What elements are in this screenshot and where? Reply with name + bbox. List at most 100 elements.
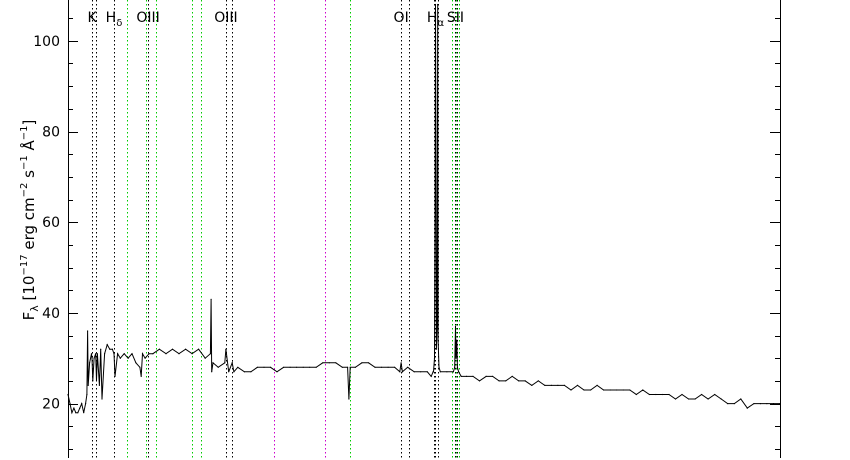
data-point (681, 393, 683, 396)
data-point (668, 393, 670, 396)
data-point (71, 412, 73, 414)
axes (68, 0, 781, 458)
reference-lines (92, 0, 460, 458)
data-point (100, 348, 102, 350)
data-point (322, 362, 324, 364)
data-point (87, 384, 89, 386)
line-label: K (87, 10, 97, 26)
data-point (98, 384, 100, 386)
data-point (472, 375, 474, 377)
data-point (399, 371, 401, 373)
y-ticks: 20 40 60 80 100 (33, 18, 780, 450)
data-point (95, 380, 98, 382)
data-point (714, 393, 716, 396)
data-point (674, 398, 677, 400)
data-point (243, 371, 245, 373)
data-point (557, 384, 559, 386)
data-point (563, 384, 566, 386)
data-point (111, 348, 113, 350)
data-point (511, 375, 513, 377)
data-point (452, 371, 454, 373)
data-point (720, 398, 722, 400)
data-point (315, 366, 317, 368)
data-point (688, 398, 690, 400)
data-point (439, 371, 441, 373)
data-point (437, 3, 439, 6)
data-point (531, 384, 533, 386)
data-point (283, 366, 285, 368)
data-point (119, 357, 121, 359)
data-point (89, 362, 91, 364)
data-point (141, 353, 144, 355)
data-point (498, 380, 500, 382)
data-point (95, 353, 97, 355)
data-point (83, 412, 85, 414)
data-point (269, 366, 272, 368)
data-point (460, 375, 462, 377)
data-point (204, 357, 206, 359)
data-point (446, 371, 448, 373)
data-point (420, 371, 422, 373)
y-axis-label: Fλ [10−17 erg cm−2 s−1 Å−1] (19, 120, 41, 321)
data-point (139, 366, 141, 368)
data-point (224, 362, 226, 364)
data-point (733, 403, 735, 405)
line-label: OIII (136, 10, 159, 26)
data-point (436, 325, 438, 328)
data-point (583, 389, 585, 391)
data-point (435, 130, 437, 133)
data-point (209, 353, 211, 355)
data-point (348, 398, 350, 400)
data-point (210, 298, 212, 300)
data-point (622, 389, 624, 391)
data-point (114, 375, 116, 377)
data-point (328, 362, 330, 364)
data-point (81, 403, 83, 405)
data-point (661, 393, 664, 396)
data-point (96, 353, 98, 355)
data-point (289, 366, 291, 368)
data-point (426, 371, 428, 373)
data-point (217, 366, 219, 368)
line-label: Hα (427, 10, 445, 29)
data-point (185, 348, 187, 350)
line-label: SII (447, 10, 464, 26)
data-point (518, 380, 520, 382)
data-point (727, 403, 729, 405)
data-point (228, 371, 230, 373)
data-point (73, 407, 75, 409)
data-point (505, 380, 507, 382)
data-point (158, 348, 160, 350)
line-labels: K Hδ OIII OIII OI Hα SII (87, 10, 464, 29)
data-point (302, 366, 304, 368)
data-point (432, 371, 435, 373)
data-point (225, 348, 227, 350)
data-point (127, 357, 129, 359)
data-point (456, 366, 458, 368)
y-tick-label: 60 (42, 215, 60, 231)
data-point (250, 371, 252, 373)
data-point (456, 339, 458, 341)
data-point (117, 353, 119, 355)
line-label: Hδ (106, 10, 123, 29)
data-point (140, 375, 142, 377)
data-point (309, 366, 311, 368)
data-point (454, 325, 457, 328)
data-point (550, 384, 553, 386)
data-point (465, 375, 468, 377)
line-label: OI (394, 10, 409, 26)
data-point (648, 393, 651, 396)
data-point (455, 357, 457, 359)
data-point (263, 366, 265, 368)
data-point (635, 393, 637, 396)
data-point (198, 348, 200, 350)
data-point (104, 353, 106, 355)
data-point (524, 380, 526, 382)
data-point (753, 403, 755, 405)
data-point (165, 353, 167, 355)
data-point (766, 403, 768, 405)
data-point (492, 375, 494, 377)
data-point (437, 339, 439, 341)
data-point (694, 398, 696, 400)
